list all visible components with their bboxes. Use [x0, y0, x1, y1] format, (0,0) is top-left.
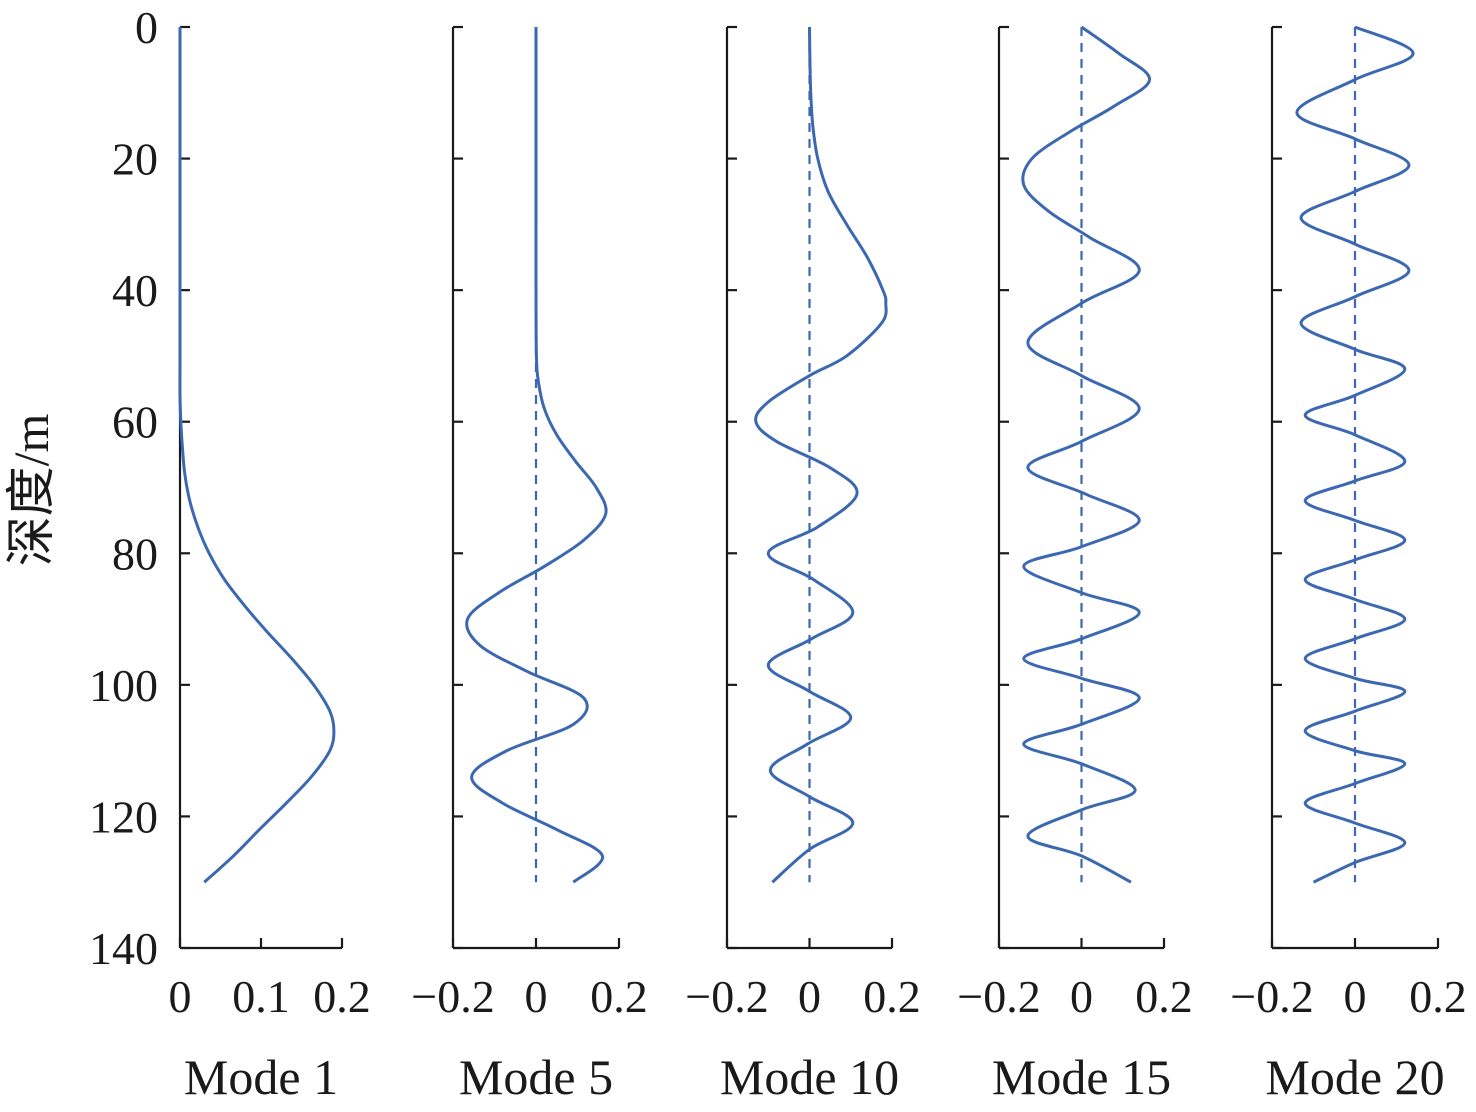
x-tick-label: 0.2	[313, 971, 371, 1022]
panel-5: −0.2 0 0.2 Mode 20	[1230, 25, 1467, 1105]
panel-mode-label: Mode 1	[184, 1049, 338, 1105]
x-tick-label: 0	[1070, 971, 1093, 1022]
panel-3: −0.2 0 0.2 Mode 10	[685, 25, 921, 1105]
panel-mode-label: Mode 20	[1265, 1049, 1444, 1105]
mode-curve	[1021, 25, 1152, 884]
mode-curve	[178, 27, 336, 884]
x-tick-label: 0.2	[863, 971, 921, 1022]
y-tick-label: 100	[89, 660, 158, 711]
x-tick-label: 0.1	[232, 971, 290, 1022]
y-tick-label: 120	[89, 791, 158, 842]
x-tick-label: −0.2	[957, 971, 1040, 1022]
x-tick-label: 0.2	[1135, 971, 1193, 1022]
panel-mode-label: Mode 10	[720, 1049, 899, 1105]
y-tick-label: 20	[112, 134, 158, 185]
panel-mode-label: Mode 5	[459, 1049, 613, 1105]
panel-mode-label: Mode 15	[992, 1049, 1171, 1105]
y-tick-label: 40	[112, 265, 158, 316]
x-tick-label: 0.2	[1409, 971, 1467, 1022]
x-tick-label: −0.2	[411, 971, 494, 1022]
y-tick-label: 60	[112, 397, 158, 448]
y-tick-label: 140	[89, 923, 158, 974]
x-tick-label: 0	[798, 971, 821, 1022]
mode-curve	[465, 27, 608, 884]
x-tick-label: 0	[1344, 971, 1367, 1022]
mode-curve	[1295, 25, 1415, 884]
x-tick-label: 0.2	[590, 971, 648, 1022]
y-axis-label: 深度/m	[3, 414, 59, 567]
mode-curve	[754, 26, 888, 884]
x-tick-label: −0.2	[685, 971, 768, 1022]
x-tick-label: −0.2	[1230, 971, 1313, 1022]
panel-2: −0.2 0 0.2 Mode 5	[411, 25, 648, 1105]
y-tick-label: 80	[112, 528, 158, 579]
x-tick-label: 0	[525, 971, 548, 1022]
y-tick-label: 0	[135, 2, 158, 53]
x-tick-label: 0	[169, 971, 192, 1022]
panel-4: −0.2 0 0.2 Mode 15	[957, 25, 1193, 1105]
